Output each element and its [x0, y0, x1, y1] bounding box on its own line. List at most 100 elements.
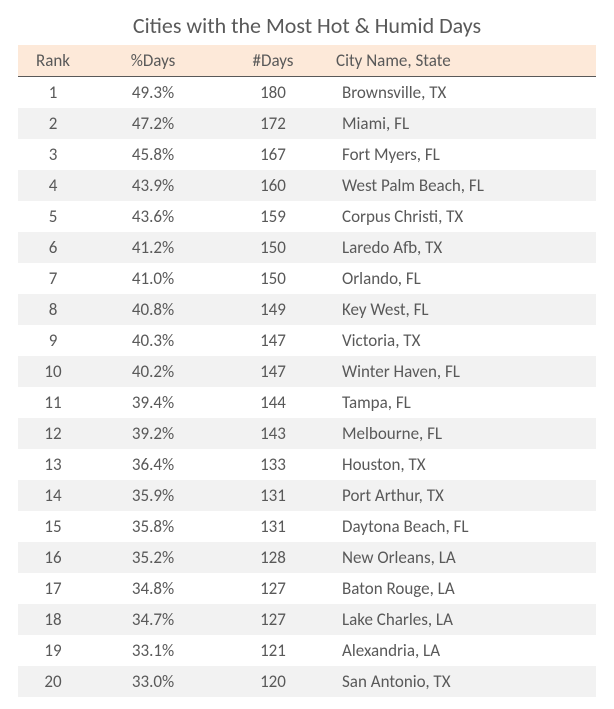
- table-row: 149.3%180Brownsville, TX: [18, 77, 596, 109]
- cell-pct: 40.2%: [88, 356, 218, 387]
- cell-pct: 43.6%: [88, 201, 218, 232]
- cell-days: 167: [218, 139, 328, 170]
- cell-days: 150: [218, 263, 328, 294]
- cell-city: Alexandria, LA: [328, 635, 596, 666]
- table-row: 641.2%150Laredo Afb, TX: [18, 232, 596, 263]
- table-row: 840.8%149Key West, FL: [18, 294, 596, 325]
- cell-days: 131: [218, 480, 328, 511]
- cell-pct: 41.0%: [88, 263, 218, 294]
- cell-city: Lake Charles, LA: [328, 604, 596, 635]
- cell-pct: 33.1%: [88, 635, 218, 666]
- cell-rank: 20: [18, 666, 88, 697]
- table-row: 1734.8%127Baton Rouge, LA: [18, 573, 596, 604]
- cell-days: 133: [218, 449, 328, 480]
- cell-pct: 35.9%: [88, 480, 218, 511]
- table-row: 1435.9%131Port Arthur, TX: [18, 480, 596, 511]
- cell-pct: 40.8%: [88, 294, 218, 325]
- cell-pct: 39.2%: [88, 418, 218, 449]
- table-row: 1239.2%143Melbourne, FL: [18, 418, 596, 449]
- cell-rank: 5: [18, 201, 88, 232]
- cell-city: Victoria, TX: [328, 325, 596, 356]
- cell-pct: 39.4%: [88, 387, 218, 418]
- cell-city: New Orleans, LA: [328, 542, 596, 573]
- cell-days: 180: [218, 77, 328, 109]
- cell-rank: 7: [18, 263, 88, 294]
- cell-days: 131: [218, 511, 328, 542]
- cell-days: 121: [218, 635, 328, 666]
- cell-pct: 34.7%: [88, 604, 218, 635]
- cell-days: 172: [218, 108, 328, 139]
- cell-city: Tampa, FL: [328, 387, 596, 418]
- cell-city: Brownsville, TX: [328, 77, 596, 109]
- cell-pct: 41.2%: [88, 232, 218, 263]
- cell-days: 144: [218, 387, 328, 418]
- cell-rank: 18: [18, 604, 88, 635]
- cell-pct: 33.0%: [88, 666, 218, 697]
- table-row: 1336.4%133Houston, TX: [18, 449, 596, 480]
- cell-rank: 2: [18, 108, 88, 139]
- cell-days: 143: [218, 418, 328, 449]
- cell-city: Winter Haven, FL: [328, 356, 596, 387]
- cell-days: 159: [218, 201, 328, 232]
- cell-days: 149: [218, 294, 328, 325]
- table-row: 1635.2%128New Orleans, LA: [18, 542, 596, 573]
- cell-city: Key West, FL: [328, 294, 596, 325]
- cell-days: 128: [218, 542, 328, 573]
- table-row: 443.9%160West Palm Beach, FL: [18, 170, 596, 201]
- col-header-days: #Days: [218, 45, 328, 77]
- table-row: 345.8%167Fort Myers, FL: [18, 139, 596, 170]
- cell-rank: 6: [18, 232, 88, 263]
- cell-city: Laredo Afb, TX: [328, 232, 596, 263]
- col-header-city: City Name, State: [328, 45, 596, 77]
- cell-pct: 45.8%: [88, 139, 218, 170]
- cell-city: Miami, FL: [328, 108, 596, 139]
- cell-city: Houston, TX: [328, 449, 596, 480]
- cell-pct: 34.8%: [88, 573, 218, 604]
- cell-city: Melbourne, FL: [328, 418, 596, 449]
- cell-rank: 17: [18, 573, 88, 604]
- cell-days: 147: [218, 356, 328, 387]
- cell-rank: 10: [18, 356, 88, 387]
- col-header-pct: %Days: [88, 45, 218, 77]
- table-row: 1040.2%147Winter Haven, FL: [18, 356, 596, 387]
- page-title: Cities with the Most Hot & Humid Days: [18, 12, 596, 45]
- cell-rank: 4: [18, 170, 88, 201]
- cell-days: 147: [218, 325, 328, 356]
- table-row: 1834.7%127Lake Charles, LA: [18, 604, 596, 635]
- cell-rank: 19: [18, 635, 88, 666]
- cell-rank: 16: [18, 542, 88, 573]
- table-row: 543.6%159Corpus Christi, TX: [18, 201, 596, 232]
- table-row: 247.2%172Miami, FL: [18, 108, 596, 139]
- cell-city: Daytona Beach, FL: [328, 511, 596, 542]
- table-row: 741.0%150Orlando, FL: [18, 263, 596, 294]
- cell-city: Corpus Christi, TX: [328, 201, 596, 232]
- cell-pct: 35.8%: [88, 511, 218, 542]
- cell-pct: 47.2%: [88, 108, 218, 139]
- cell-rank: 15: [18, 511, 88, 542]
- cell-rank: 8: [18, 294, 88, 325]
- cell-city: West Palm Beach, FL: [328, 170, 596, 201]
- table-row: 940.3%147Victoria, TX: [18, 325, 596, 356]
- cell-rank: 13: [18, 449, 88, 480]
- cell-days: 150: [218, 232, 328, 263]
- table-row: 2033.0%120San Antonio, TX: [18, 666, 596, 697]
- cell-rank: 3: [18, 139, 88, 170]
- cell-pct: 36.4%: [88, 449, 218, 480]
- cell-pct: 40.3%: [88, 325, 218, 356]
- cell-days: 120: [218, 666, 328, 697]
- cell-city: Port Arthur, TX: [328, 480, 596, 511]
- cell-city: San Antonio, TX: [328, 666, 596, 697]
- cell-rank: 14: [18, 480, 88, 511]
- cell-city: Fort Myers, FL: [328, 139, 596, 170]
- table-row: 1933.1%121Alexandria, LA: [18, 635, 596, 666]
- cell-days: 160: [218, 170, 328, 201]
- cell-city: Baton Rouge, LA: [328, 573, 596, 604]
- cell-rank: 9: [18, 325, 88, 356]
- cell-rank: 1: [18, 77, 88, 109]
- cell-pct: 43.9%: [88, 170, 218, 201]
- col-header-rank: Rank: [18, 45, 88, 77]
- cell-pct: 49.3%: [88, 77, 218, 109]
- cell-days: 127: [218, 604, 328, 635]
- cell-rank: 12: [18, 418, 88, 449]
- cell-city: Orlando, FL: [328, 263, 596, 294]
